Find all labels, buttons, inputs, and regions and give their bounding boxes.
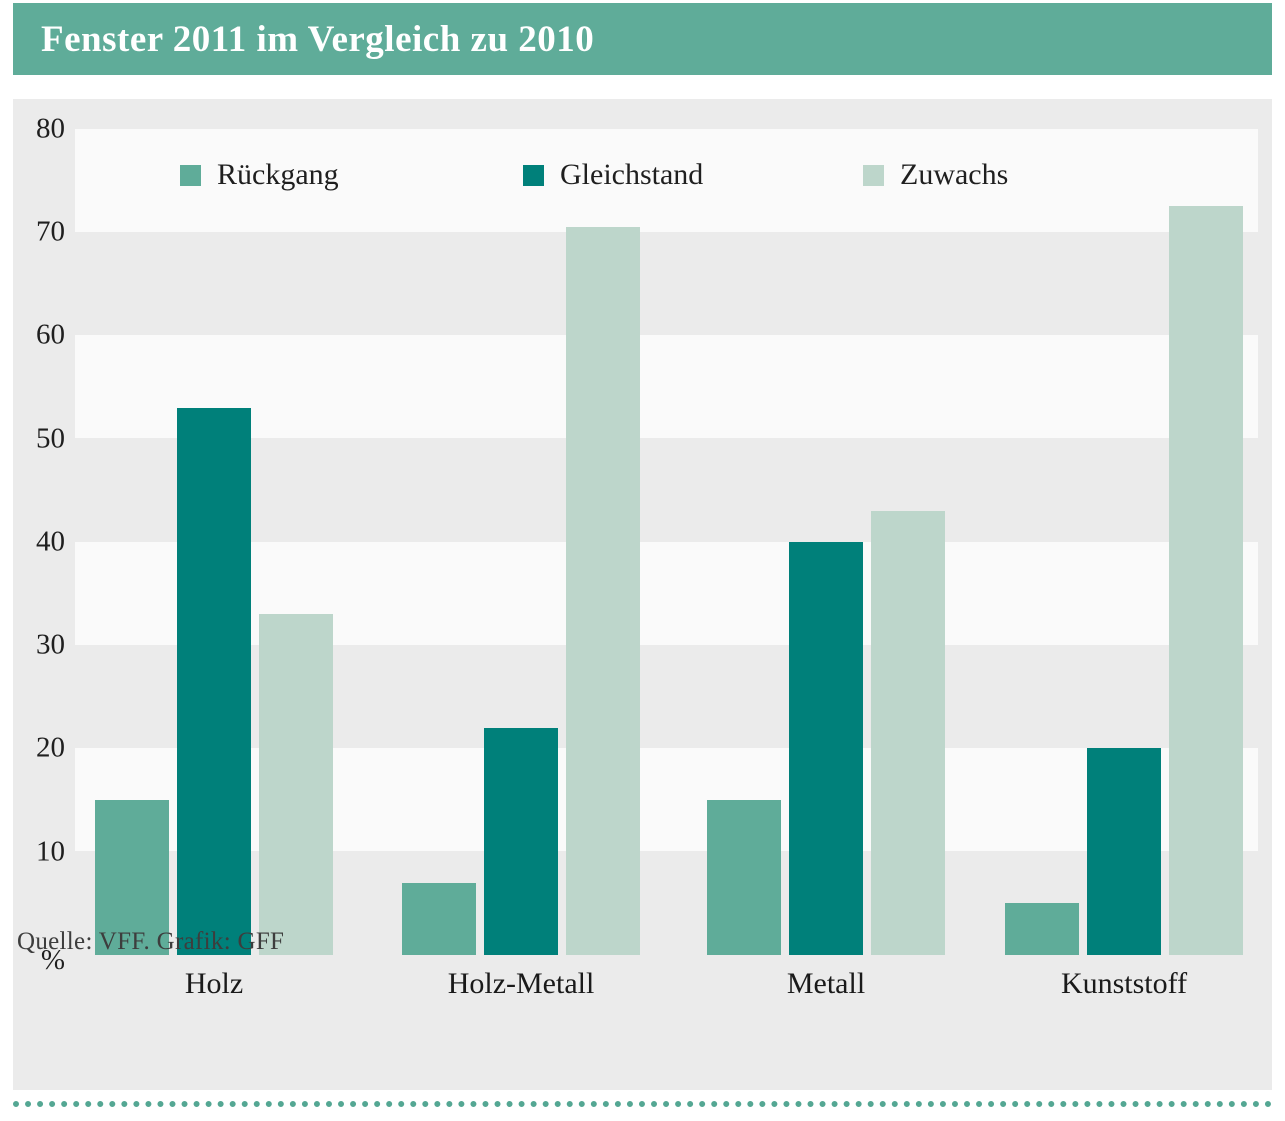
bar-gleichstand-metall bbox=[789, 541, 863, 955]
y-tick-label-10: 10 bbox=[36, 835, 65, 868]
y-axis-unit-label: % bbox=[40, 944, 65, 976]
bar-rueckgang-metall bbox=[707, 800, 781, 955]
bar-zuwachs-holz-metall bbox=[566, 226, 640, 955]
bar-zuwachs-holz bbox=[259, 614, 333, 955]
grid-stripe-30-40 bbox=[75, 541, 1258, 645]
y-tick-label-80: 80 bbox=[36, 112, 65, 145]
bar-rueckgang-kunststoff bbox=[1005, 903, 1079, 955]
page-title: Fenster 2011 im Vergleich zu 2010 bbox=[41, 18, 595, 60]
x-category-label-holz: Holz bbox=[184, 967, 244, 1000]
legend-item-gleichstand: Gleichstand bbox=[523, 158, 704, 191]
bar-rueckgang-holz-metall bbox=[402, 882, 476, 955]
y-tick-label-30: 30 bbox=[36, 628, 65, 661]
y-tick-label-40: 40 bbox=[36, 525, 65, 558]
dotted-divider bbox=[13, 1101, 1272, 1107]
title-bar: Fenster 2011 im Vergleich zu 2010 bbox=[13, 3, 1272, 75]
x-category-label-holz-metall: Holz-Metall bbox=[447, 967, 595, 1000]
legend-label: Gleichstand bbox=[560, 158, 704, 191]
legend-label: Rückgang bbox=[217, 158, 339, 191]
bar-rueckgang-holz bbox=[95, 800, 169, 955]
bar-chart: % 80 70 60 50 40 30 20 10 Rückgang Gleichstand Zuw… bbox=[13, 99, 1272, 1090]
x-category-label-kunststoff: Kunststoff bbox=[1060, 967, 1188, 1000]
bar-zuwachs-metall bbox=[871, 510, 945, 955]
x-category-label-metall: Metall bbox=[786, 967, 866, 1000]
legend-label: Zuwachs bbox=[900, 158, 1009, 191]
y-tick-label-70: 70 bbox=[36, 215, 65, 248]
legend-item-zuwachs: Zuwachs bbox=[863, 158, 1009, 191]
grid-stripe-50-60 bbox=[75, 335, 1258, 439]
y-tick-label-50: 50 bbox=[36, 422, 65, 454]
bar-zuwachs-kunststoff bbox=[1169, 206, 1243, 955]
source-note: Quelle: VFF. Grafik: GFF bbox=[17, 928, 285, 955]
legend-item-rueckgang: Rückgang bbox=[180, 158, 339, 191]
y-tick-label-20: 20 bbox=[36, 731, 65, 764]
bar-gleichstand-holz-metall bbox=[484, 727, 558, 955]
bar-gleichstand-kunststoff bbox=[1087, 748, 1161, 955]
grid-stripe-70-80 bbox=[75, 128, 1258, 232]
y-tick-label-60: 60 bbox=[36, 318, 65, 351]
grid-stripe-10-20 bbox=[75, 748, 1258, 852]
legend-swatch-icon bbox=[863, 164, 884, 186]
legend-swatch-icon bbox=[180, 164, 201, 186]
bar-gleichstand-holz bbox=[177, 407, 251, 955]
legend-swatch-icon bbox=[523, 164, 544, 186]
